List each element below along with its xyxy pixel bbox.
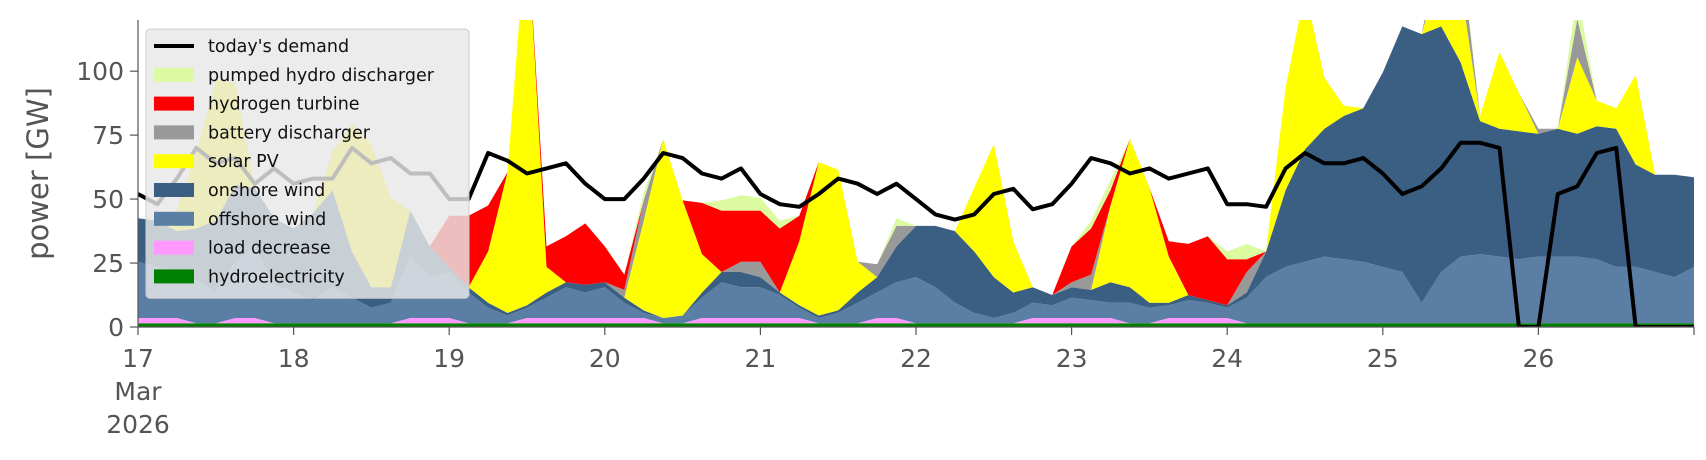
area-solar-pv	[138, 20, 1694, 318]
x-tick-label: 22	[900, 344, 932, 373]
y-tick-label: 0	[108, 313, 124, 342]
x-tick-label: 19	[433, 344, 465, 373]
legend-label-hydroelectricity: hydroelectricity	[208, 267, 345, 287]
legend-label-solar-pv: solar PV	[208, 152, 279, 172]
legend-swatch-onshore-wind	[154, 183, 194, 197]
y-tick-label: 100	[76, 57, 124, 86]
stacked-areas	[138, 20, 1694, 327]
x-tick-label: 18	[278, 344, 310, 373]
legend-label-today-s-demand: today's demand	[208, 37, 349, 57]
x-tick-label: 24	[1211, 344, 1243, 373]
legend-swatch-load-decrease	[154, 240, 194, 255]
legend-swatch-hydrogen-turbine	[154, 96, 194, 111]
area-offshore-wind	[138, 246, 1694, 324]
x-tick-label: 17 Mar 2026	[106, 344, 170, 439]
x-tick-label: 26	[1522, 344, 1554, 373]
legend-swatch-hydroelectricity	[154, 269, 194, 284]
legend: today's demand pumped hydro discharger hyd…	[145, 28, 470, 299]
legend-label-pumped-hydro-discharger: pumped hydro discharger	[208, 66, 435, 86]
legend-label-battery-discharger: battery discharger	[208, 123, 371, 143]
y-tick-label: 50	[92, 185, 124, 214]
x-tick-label: 25	[1367, 344, 1399, 373]
legend-label-hydrogen-turbine: hydrogen turbine	[208, 95, 360, 115]
legend-label-onshore-wind: onshore wind	[208, 181, 325, 201]
x-tick-label: 23	[1056, 344, 1088, 373]
legend-swatch-solar-pv	[154, 154, 194, 169]
area-load-decrease	[138, 318, 1694, 324]
legend-swatch-battery-discharger	[154, 125, 194, 140]
area-hydroelectricity	[138, 323, 1694, 327]
y-axis-title: power [GW]	[21, 87, 55, 260]
x-tick-label: 20	[589, 344, 621, 373]
x-tick-label: 21	[744, 344, 776, 373]
legend-box	[145, 28, 470, 299]
axes: 0 25 50 75 100 17 Mar 2026 18 19 20 21 22 23 24 25 26 pow…	[21, 20, 1695, 439]
legend-swatch-offshore-wind	[154, 211, 194, 226]
legend-swatch-pumped-hydro-discharger	[154, 67, 194, 82]
y-tick-label: 25	[92, 249, 124, 278]
legend-label-offshore-wind: offshore wind	[208, 210, 326, 230]
area-onshore-wind	[138, 26, 1694, 319]
y-tick-label: 75	[92, 121, 124, 150]
legend-label-load-decrease: load decrease	[208, 239, 331, 259]
